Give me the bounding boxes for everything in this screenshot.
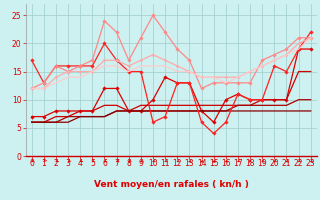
X-axis label: Vent moyen/en rafales ( kn/h ): Vent moyen/en rafales ( kn/h ): [94, 180, 249, 189]
